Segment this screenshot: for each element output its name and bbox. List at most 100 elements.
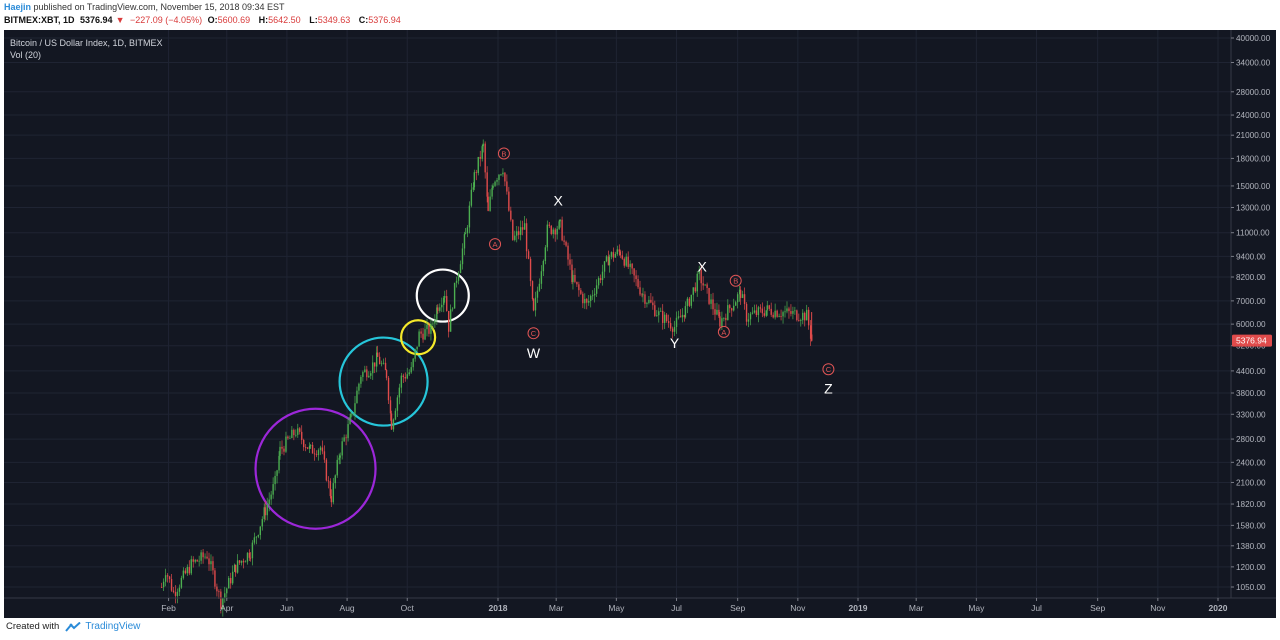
- candle-body: [214, 570, 216, 587]
- candle-body: [334, 475, 336, 484]
- candle-body: [569, 259, 571, 265]
- candle-body: [291, 429, 293, 438]
- candle-body: [329, 480, 332, 497]
- candle-body: [527, 251, 530, 259]
- candle-body: [734, 302, 737, 306]
- candle-body: [491, 187, 493, 197]
- candle-body: [414, 349, 416, 359]
- time-axis[interactable]: Feb Apr Jun Aug Oct 2018 Mar May Jul Sep Nov 2019 Ma…: [161, 598, 1228, 613]
- candle-body: [538, 283, 541, 291]
- candle-body: [330, 496, 333, 503]
- candle-body: [308, 445, 311, 449]
- wave-label-ring: [717, 325, 730, 338]
- candle-body: [597, 278, 600, 286]
- change-arrow-icon: ▼: [115, 15, 125, 25]
- tradingview-icon: [65, 621, 82, 632]
- candle-body: [352, 413, 354, 415]
- wave-label: A: [721, 328, 726, 337]
- candle-body: [607, 256, 610, 266]
- candle-body: [293, 429, 295, 436]
- created-with-text: Created with: [6, 621, 60, 632]
- candle-body: [656, 315, 658, 317]
- candle-body: [477, 156, 479, 174]
- candle-body: [496, 179, 498, 182]
- author-name[interactable]: Haejin: [4, 2, 32, 12]
- y-tick-label: 2800.00: [1236, 435, 1266, 444]
- candle-body: [437, 307, 439, 311]
- y-tick-label: 8200.00: [1236, 273, 1266, 282]
- x-tick-label: 2019: [849, 603, 868, 613]
- candle-body: [766, 305, 768, 311]
- candle-body: [591, 295, 594, 297]
- candle-body: [272, 484, 274, 495]
- candle-body: [350, 413, 352, 417]
- candle-body: [263, 507, 265, 520]
- candle-body: [259, 526, 262, 536]
- candle-body: [470, 189, 473, 206]
- wave-label-ring: [489, 238, 502, 251]
- candle-body: [654, 305, 656, 316]
- wave-label-ring: [822, 363, 835, 376]
- tradingview-logo[interactable]: TradingView: [65, 621, 140, 632]
- candle-body: [774, 310, 776, 318]
- candle-body: [345, 437, 347, 439]
- candle-body: [418, 331, 420, 347]
- candle-body: [182, 570, 185, 578]
- candle-body: [242, 560, 245, 563]
- wave-label: B: [733, 277, 738, 286]
- candle-body: [170, 579, 173, 591]
- candle-body: [679, 316, 682, 318]
- y-tick-label: 2400.00: [1236, 458, 1266, 467]
- wave-label-ring: [527, 327, 540, 340]
- candle-body: [550, 225, 552, 234]
- candle-body: [765, 310, 767, 316]
- candle-body: [472, 187, 475, 190]
- price-axis[interactable]: 40000.00 34000.00 28000.00 24000.00 21000.00…: [1231, 34, 1271, 592]
- candle-body: [745, 303, 748, 322]
- candle-body: [426, 324, 428, 330]
- grid-lines: [4, 30, 1231, 598]
- candle-body: [580, 290, 582, 294]
- candle-body: [453, 282, 456, 309]
- candle-body: [721, 318, 723, 327]
- candle-body: [641, 294, 643, 296]
- candle-body: [311, 444, 314, 454]
- candle-body: [548, 224, 550, 226]
- candle-body: [404, 376, 406, 379]
- candle-body: [807, 309, 810, 326]
- candle-body: [341, 441, 343, 456]
- candle-body: [264, 507, 266, 516]
- candle-body: [556, 228, 558, 235]
- candle-body: [246, 552, 249, 562]
- highlight-circle: [338, 336, 429, 427]
- volume-indicator-label: Vol (20): [10, 50, 41, 60]
- wave-label: X: [697, 258, 707, 274]
- candle-body: [484, 143, 486, 173]
- candle-body: [686, 298, 689, 307]
- candle-body: [662, 310, 664, 323]
- y-tick-label: 18000.00: [1236, 154, 1271, 163]
- candle-body: [500, 174, 502, 176]
- candle-body: [796, 310, 798, 321]
- x-tick-label: Aug: [340, 603, 355, 613]
- candle-body: [576, 281, 578, 285]
- candle-body: [690, 294, 693, 306]
- candle-body: [804, 312, 806, 321]
- candle-body: [360, 376, 362, 384]
- candle-body: [739, 289, 742, 298]
- candle-body: [540, 271, 543, 284]
- candle-body: [502, 172, 504, 175]
- candle-body: [276, 470, 278, 476]
- candle-body: [202, 552, 204, 558]
- candle-body: [770, 308, 772, 315]
- candle-body: [614, 253, 617, 258]
- candle-body: [738, 289, 741, 295]
- candle-body: [372, 362, 374, 374]
- candle-body: [544, 247, 547, 262]
- candle-body: [780, 315, 782, 317]
- candle-body: [392, 419, 395, 430]
- candle-body: [582, 293, 584, 304]
- candle-body: [451, 308, 454, 310]
- candle-body: [599, 278, 602, 281]
